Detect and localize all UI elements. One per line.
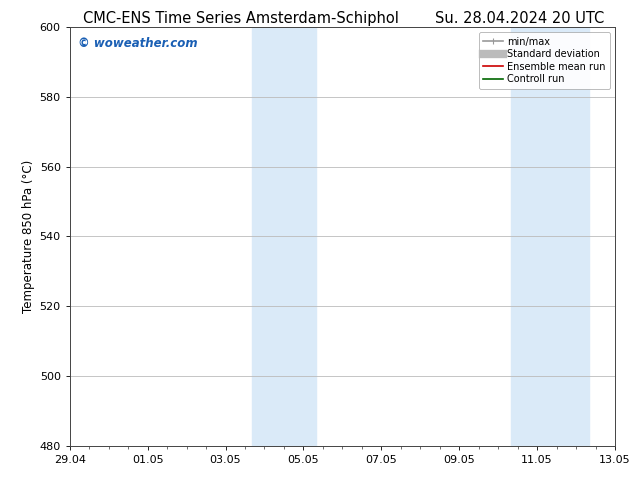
- Y-axis label: Temperature 850 hPa (°C): Temperature 850 hPa (°C): [22, 160, 36, 313]
- Bar: [252, 27, 316, 446]
- Text: CMC-ENS Time Series Amsterdam-Schiphol: CMC-ENS Time Series Amsterdam-Schiphol: [83, 11, 399, 26]
- Text: Su. 28.04.2024 20 UTC: Su. 28.04.2024 20 UTC: [436, 11, 604, 26]
- Text: © woweather.com: © woweather.com: [78, 37, 198, 50]
- Legend: min/max, Standard deviation, Ensemble mean run, Controll run: min/max, Standard deviation, Ensemble me…: [479, 32, 610, 89]
- Bar: [511, 27, 589, 446]
